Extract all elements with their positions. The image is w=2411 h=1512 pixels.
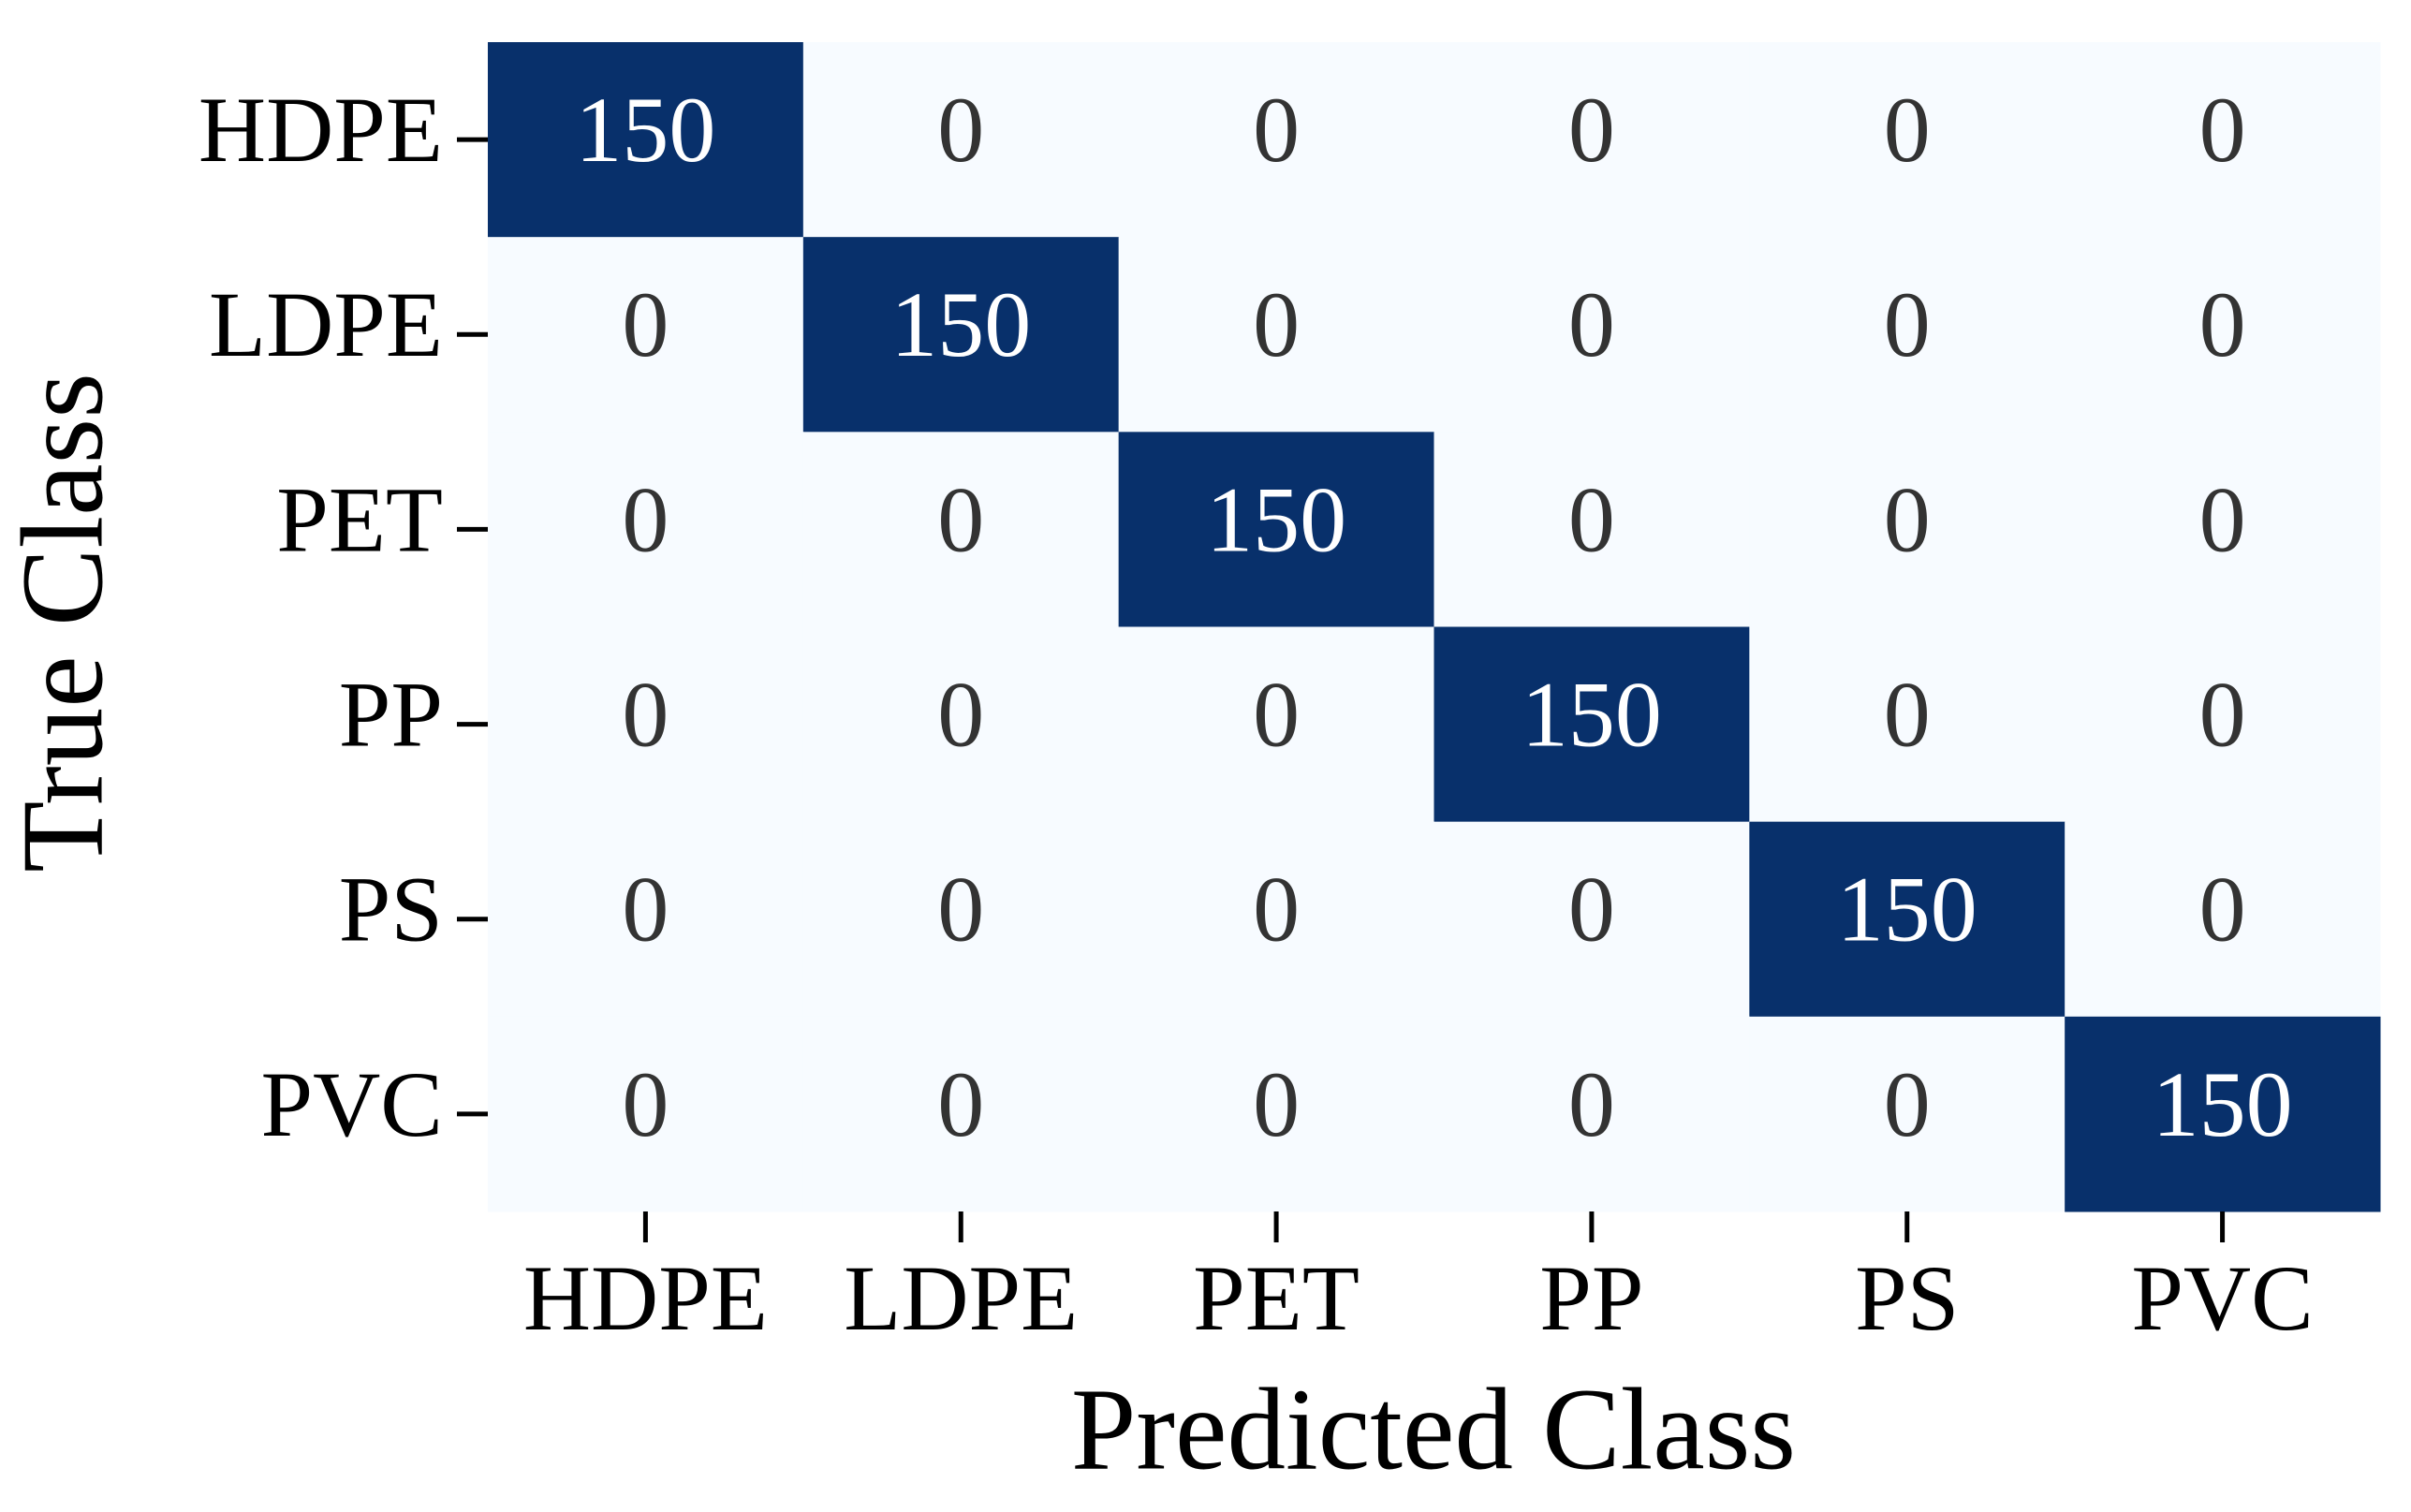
cell-label: 150	[890, 272, 1031, 376]
heatmap-cell	[802, 1016, 1120, 1212]
x-axis-title: Predicted Class	[1071, 1366, 1796, 1495]
cell-label: 150	[2153, 1052, 2293, 1156]
heatmap-cell	[2065, 821, 2381, 1018]
cell-label: 0	[2199, 663, 2246, 767]
heatmap-cell	[1118, 626, 1434, 823]
heatmap-cell	[802, 42, 1120, 238]
heatmap-cell	[1433, 626, 1750, 823]
heatmap-cell	[488, 1016, 804, 1212]
heatmap-cell	[1118, 821, 1434, 1018]
heatmap-cell	[1433, 821, 1750, 1018]
cell-label: 150	[1206, 467, 1346, 571]
y-axis-title: True Class	[0, 373, 128, 873]
heatmap-cell	[802, 237, 1120, 433]
heatmap-cell	[1749, 237, 2066, 433]
heatmap-cell	[2065, 1016, 2381, 1212]
heatmap-cell	[488, 821, 804, 1018]
cell-label: 0	[937, 1052, 984, 1156]
cell-label: 0	[1884, 467, 1931, 571]
heatmap-cell	[1749, 821, 2066, 1018]
cell-label: 150	[1522, 663, 1662, 767]
y-tick-label: PS	[339, 858, 443, 962]
cell-label: 0	[2199, 858, 2246, 962]
y-tick-label: HDPE	[198, 78, 443, 182]
heatmap-cell	[2065, 42, 2381, 238]
cell-label: 0	[1568, 78, 1615, 182]
heatmap-cell	[488, 237, 804, 433]
heatmap-cell	[1118, 42, 1434, 238]
heatmap-cell	[488, 42, 804, 238]
heatmap-cell	[1749, 626, 2066, 823]
heatmap-cell	[1749, 432, 2066, 627]
cell-label: 0	[622, 272, 669, 376]
y-tick-label: PP	[339, 663, 443, 767]
heatmap-cell	[2065, 432, 2381, 627]
cell-label: 0	[937, 467, 984, 571]
cell-label: 0	[1253, 1052, 1300, 1156]
cell-label: 0	[1884, 1052, 1931, 1156]
x-tick-label: HDPE	[523, 1246, 768, 1350]
cell-label: 0	[937, 78, 984, 182]
cell-label: 0	[1253, 78, 1300, 182]
cell-label: 0	[622, 663, 669, 767]
cell-label: 0	[1884, 663, 1931, 767]
heatmap-cell	[2065, 626, 2381, 823]
heatmap-cell	[802, 432, 1120, 627]
x-tick-label: LDPE	[844, 1246, 1078, 1350]
cell-label: 0	[622, 467, 669, 571]
cell-label: 0	[937, 858, 984, 962]
cell-label: 150	[575, 78, 715, 182]
heatmap-cell	[1118, 1016, 1434, 1212]
heatmap-cell	[1433, 42, 1750, 238]
cell-label: 0	[1253, 663, 1300, 767]
cell-label: 0	[1568, 467, 1615, 571]
cell-label: 0	[1253, 858, 1300, 962]
cell-label: 0	[2199, 78, 2246, 182]
cell-label: 150	[1837, 858, 1977, 962]
x-tick-label: PVC	[2131, 1246, 2314, 1350]
cell-label: 0	[2199, 467, 2246, 571]
cell-label: 0	[1253, 272, 1300, 376]
cell-label: 0	[1568, 858, 1615, 962]
x-tick-label: PET	[1193, 1246, 1360, 1350]
heatmap-cell	[488, 432, 804, 627]
y-tick-label: LDPE	[209, 272, 443, 376]
y-tick-label: PET	[276, 467, 443, 571]
heatmap-cell	[1749, 1016, 2066, 1212]
y-tick-label: PVC	[260, 1052, 443, 1156]
cell-label: 0	[1568, 272, 1615, 376]
cell-label: 0	[1568, 1052, 1615, 1156]
heatmap-cell	[1433, 237, 1750, 433]
heatmap-cell	[1118, 237, 1434, 433]
heatmap-cell	[1433, 432, 1750, 627]
heatmap-cell	[488, 626, 804, 823]
heatmap-cell	[1433, 1016, 1750, 1212]
cell-label: 0	[622, 1052, 669, 1156]
heatmap-cell	[1749, 42, 2066, 238]
heatmap-cell	[1118, 432, 1434, 627]
cell-label: 0	[1884, 272, 1931, 376]
cell-label: 0	[622, 858, 669, 962]
cell-label: 0	[1884, 78, 1931, 182]
cell-label: 0	[937, 663, 984, 767]
heatmap-cell	[802, 626, 1120, 823]
heatmap-cell	[2065, 237, 2381, 433]
x-tick-label: PP	[1539, 1246, 1643, 1350]
heatmap-cell	[802, 821, 1120, 1018]
cell-label: 0	[2199, 272, 2246, 376]
x-tick-label: PS	[1855, 1246, 1959, 1350]
